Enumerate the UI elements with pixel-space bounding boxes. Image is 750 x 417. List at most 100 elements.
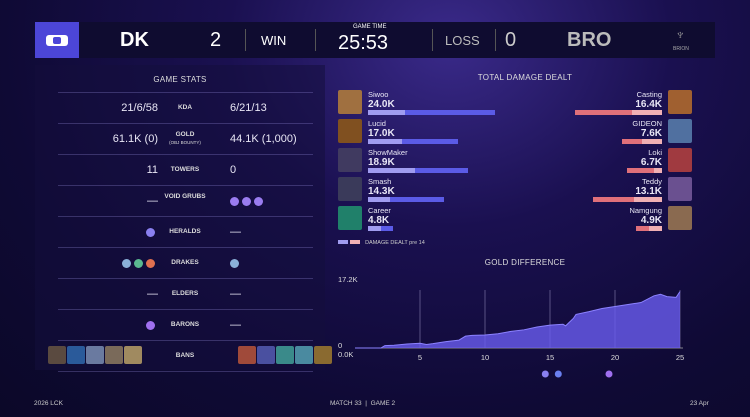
damage-bar	[368, 168, 469, 173]
damage-bar	[621, 139, 662, 144]
damage-value: 7.6K	[640, 128, 662, 139]
stat-right: 0	[230, 164, 237, 176]
herald-icon	[146, 227, 155, 237]
damage-row-blue: ShowMaker 18.9K	[338, 148, 538, 177]
damage-pre14-bar	[641, 139, 662, 144]
stat-label: ELDERS	[171, 290, 199, 297]
divider	[58, 371, 313, 372]
damage-value: 17.0K	[368, 128, 395, 139]
damage-pre14-bar	[368, 226, 381, 231]
x-tick-label: 15	[546, 353, 554, 362]
herald-icon	[541, 370, 549, 378]
dk-logo	[35, 22, 79, 58]
damage-pre14-bar	[368, 139, 402, 144]
atakhan-icon	[554, 370, 562, 378]
ban-champion	[105, 346, 123, 364]
stat-label: TOWERS	[170, 166, 200, 173]
stat-label: BANS	[175, 352, 195, 359]
player-name: GIDEON	[632, 119, 662, 128]
player-name: Namgung	[629, 206, 662, 215]
ban-champion	[124, 346, 142, 364]
player-name: Loki	[648, 148, 662, 157]
damage-row-blue: Smash 14.3K	[338, 177, 538, 206]
game-time: 25:53	[338, 32, 389, 54]
stat-right	[238, 346, 333, 364]
stat-row: HERALDS —	[58, 216, 313, 247]
team-left: DK	[120, 28, 149, 51]
footer-season: 2026 LCK	[34, 400, 63, 407]
damage-pre14-bar	[648, 226, 662, 231]
damage-bar	[592, 197, 662, 202]
stat-left	[146, 319, 158, 331]
player-name: Lucid	[368, 119, 386, 128]
stat-right: —	[230, 226, 241, 238]
champion-portrait	[338, 206, 362, 230]
damage-pre14-bar	[633, 197, 662, 202]
stat-label: KDA	[177, 104, 193, 111]
y-zero-label: 0	[338, 341, 342, 350]
damage-pre14-bar	[368, 110, 406, 115]
gold-line	[355, 291, 681, 349]
gold-difference-chart: 5 10 15 20 25 17.2K 00.0K	[338, 275, 684, 378]
baron-icon	[146, 320, 155, 330]
champion-portrait	[668, 119, 692, 143]
stat-row: 11 TOWERS 0	[58, 154, 313, 185]
damage-row-red: Namgung 4.9K	[492, 206, 692, 235]
damage-value: 13.1K	[635, 186, 662, 197]
score-right: 0	[505, 28, 517, 51]
game-time-label: GAME TIME	[353, 24, 387, 30]
stat-row: 21/6/58 KDA 6/21/13	[58, 92, 313, 123]
result-left: WIN	[261, 32, 287, 48]
cloud-drake-icon	[122, 258, 131, 268]
damage-legend-label: DAMAGE DEALT pre 14	[365, 240, 425, 246]
damage-bar	[575, 110, 662, 115]
damage-value: 4.9K	[640, 215, 662, 226]
stat-left: —	[147, 288, 158, 300]
ban-champion	[238, 346, 256, 364]
damage-value: 6.7K	[640, 157, 662, 168]
damage-bar	[368, 197, 444, 202]
stat-row: BARONS —	[58, 309, 313, 340]
champion-portrait	[338, 119, 362, 143]
stat-right: 44.1K (1,000)	[230, 133, 297, 145]
x-tick-label: 10	[481, 353, 489, 362]
stat-left: 11	[146, 164, 158, 176]
stat-label: VOID GRUBS	[164, 193, 206, 200]
damage-bar	[368, 110, 496, 115]
y-max-label: 17.2K	[338, 275, 358, 284]
damage-row-blue: Career 4.8K	[338, 206, 538, 235]
damage-bar	[368, 226, 394, 231]
stat-label: GOLD (OBJ BOUNTY)	[169, 131, 201, 145]
damage-row-red: GIDEON 7.6K	[492, 119, 692, 148]
damage-row-red: Casting 16.4K	[492, 90, 692, 119]
grub-icon	[242, 196, 251, 206]
damage-bar	[626, 168, 662, 173]
damage-bar	[368, 139, 459, 144]
brion-logo-text: BRION	[673, 46, 689, 52]
stat-left	[122, 257, 158, 269]
damage-row-red: Teddy 13.1K	[492, 177, 692, 206]
baron-icon	[605, 370, 613, 378]
stat-row: — VOID GRUBS	[58, 185, 313, 216]
team-right: BRO	[567, 28, 612, 51]
stat-row: BANS	[48, 340, 332, 371]
cloud-drake-icon	[230, 258, 239, 268]
damage-value: 18.9K	[368, 157, 395, 168]
champion-portrait	[668, 206, 692, 230]
champion-portrait	[668, 90, 692, 114]
gold-chart-title: GOLD DIFFERENCE	[484, 258, 566, 267]
stat-label: BARONS	[170, 321, 200, 328]
ban-champion	[48, 346, 66, 364]
x-tick-label: 25	[676, 353, 684, 362]
stat-row: DRAKES	[58, 247, 313, 278]
champion-portrait	[338, 177, 362, 201]
ban-champion	[86, 346, 104, 364]
ban-champion	[295, 346, 313, 364]
stat-row: — ELDERS —	[58, 278, 313, 309]
stat-right: —	[230, 288, 241, 300]
game-stats-panel	[35, 65, 325, 370]
champion-portrait	[338, 90, 362, 114]
damage-pre14-bar	[632, 110, 662, 115]
damage-row-red: Loki 6.7K	[492, 148, 692, 177]
footer-match: MATCH 33 | GAME 2	[330, 400, 396, 407]
